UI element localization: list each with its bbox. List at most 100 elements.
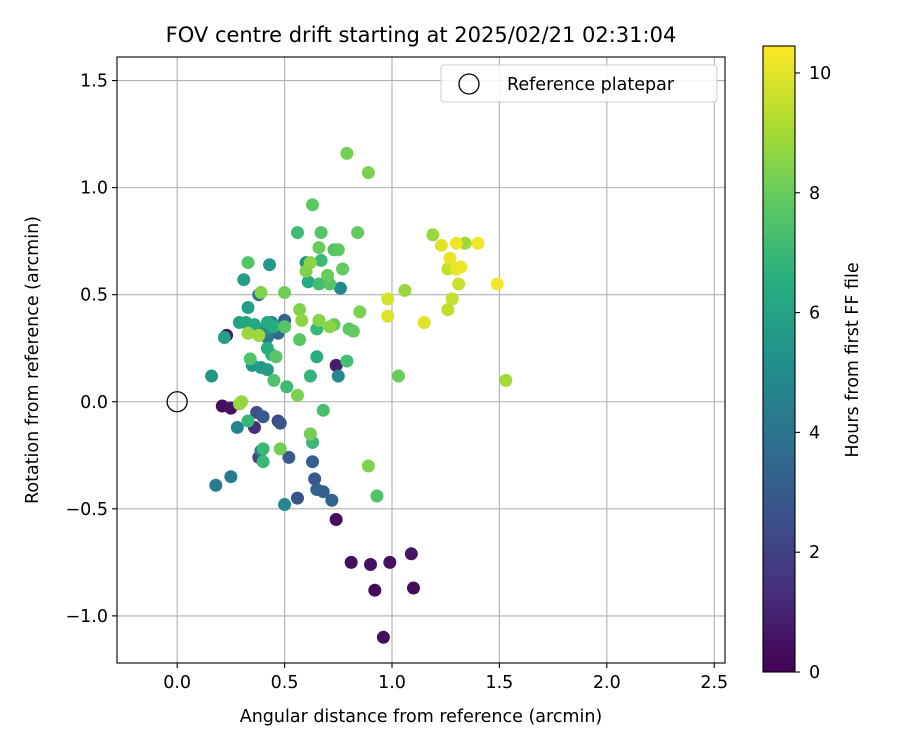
data-point — [314, 226, 328, 240]
data-point — [314, 253, 328, 267]
data-point — [306, 198, 320, 212]
data-point — [306, 455, 320, 469]
data-point — [241, 256, 255, 270]
data-point — [308, 472, 322, 486]
data-point — [321, 268, 335, 282]
data-point — [445, 292, 459, 306]
reference-platepar-marker — [166, 391, 188, 413]
data-point — [449, 236, 463, 250]
data-point — [499, 373, 513, 387]
legend-label-reference: Reference platepar — [507, 75, 675, 95]
data-point — [293, 333, 307, 347]
data-point — [209, 478, 223, 492]
x-axis-ticks: 0.0 0.5 1.0 1.5 2.0 2.5 — [163, 663, 728, 693]
data-point — [241, 301, 255, 315]
data-point — [329, 513, 343, 527]
chart-title: FOV centre drift starting at 2025/02/21 … — [166, 23, 677, 47]
data-point — [243, 352, 257, 366]
data-point — [278, 498, 292, 512]
y-axis-ticks: −1.0 −0.5 0.0 0.5 1.0 1.5 — [66, 72, 117, 627]
grid — [117, 57, 725, 663]
data-point — [273, 442, 287, 456]
data-point — [381, 309, 395, 323]
data-point — [381, 292, 395, 306]
data-point — [331, 243, 345, 257]
data-point — [295, 313, 309, 327]
data-point — [254, 286, 268, 300]
data-point — [263, 258, 277, 272]
colorbar-tick-label: 10 — [809, 64, 831, 84]
data-point — [368, 583, 382, 597]
data-point — [391, 369, 405, 383]
data-point — [331, 369, 345, 383]
data-point — [441, 303, 455, 317]
data-point — [312, 313, 326, 327]
data-point — [282, 450, 296, 464]
data-point — [443, 251, 457, 265]
data-point — [398, 283, 412, 297]
data-point — [252, 328, 266, 342]
data-point — [280, 380, 294, 394]
y-axis-label: Rotation from reference (arcmin) — [23, 216, 43, 504]
data-point — [290, 491, 304, 505]
plot-frame — [116, 56, 726, 664]
data-point — [273, 416, 287, 430]
data-point — [278, 286, 292, 300]
reference-layer — [166, 391, 188, 413]
data-point — [256, 410, 270, 424]
data-point — [376, 630, 390, 644]
data-point — [269, 350, 283, 364]
x-tick-label: 2.5 — [700, 673, 728, 693]
y-tick-label: 0.0 — [80, 393, 108, 413]
x-tick-label: 0.0 — [163, 673, 191, 693]
data-point — [351, 226, 365, 240]
data-point — [370, 489, 384, 503]
y-tick-label: −1.0 — [66, 607, 109, 627]
data-point — [471, 236, 485, 250]
data-points — [205, 146, 513, 644]
y-tick-label: 1.5 — [80, 72, 108, 92]
data-point — [256, 455, 270, 469]
x-tick-label: 2.0 — [593, 673, 621, 693]
data-point — [340, 354, 354, 368]
data-point — [434, 238, 448, 252]
legend: Reference platepar — [440, 64, 718, 103]
data-point — [323, 320, 337, 334]
data-point — [205, 369, 219, 383]
data-point — [267, 320, 281, 334]
data-point — [364, 557, 378, 571]
data-point — [290, 226, 304, 240]
x-tick-label: 1.5 — [485, 673, 513, 693]
data-point — [312, 241, 326, 255]
x-axis-label: Angular distance from reference (arcmin) — [240, 707, 603, 727]
data-point — [336, 262, 350, 276]
x-tick-label: 1.0 — [378, 673, 406, 693]
colorbar — [762, 45, 796, 673]
data-point — [278, 320, 292, 334]
data-point — [329, 358, 343, 372]
data-point — [344, 555, 358, 569]
data-point — [303, 256, 317, 270]
data-point — [426, 228, 440, 242]
data-point — [333, 281, 347, 295]
data-point — [256, 442, 270, 456]
legend-marker-reference — [458, 73, 480, 95]
data-point — [303, 427, 317, 441]
data-point — [230, 420, 244, 434]
colorbar-label: Hours from first FF file — [843, 262, 863, 457]
y-tick-label: 1.0 — [80, 179, 108, 199]
data-point — [346, 324, 360, 338]
colorbar-ticks: 0 2 4 6 8 10 — [795, 64, 831, 683]
data-point — [361, 459, 375, 473]
data-point — [301, 275, 315, 289]
colorbar-tick-label: 4 — [809, 423, 820, 443]
data-point — [406, 581, 420, 595]
data-point — [490, 277, 504, 291]
colorbar-tick-label: 8 — [809, 184, 820, 204]
data-point — [383, 555, 397, 569]
data-point — [454, 260, 468, 274]
data-point — [293, 303, 307, 317]
data-point — [267, 373, 281, 387]
data-point — [310, 350, 324, 364]
